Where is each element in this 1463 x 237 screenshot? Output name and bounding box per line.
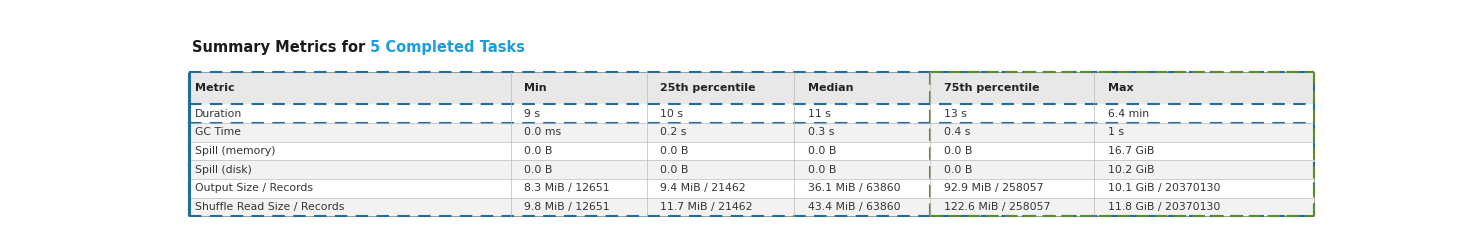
- Text: 8.3 MiB / 12651: 8.3 MiB / 12651: [524, 183, 610, 193]
- Text: 0.0 B: 0.0 B: [808, 165, 835, 175]
- Text: 16.7 GiB: 16.7 GiB: [1107, 146, 1154, 156]
- Text: 0.0 B: 0.0 B: [808, 146, 835, 156]
- Text: 0.3 s: 0.3 s: [808, 127, 834, 137]
- Text: Spill (disk): Spill (disk): [196, 165, 252, 175]
- Text: 10.1 GiB / 20370130: 10.1 GiB / 20370130: [1107, 183, 1220, 193]
- Text: 0.0 B: 0.0 B: [660, 165, 689, 175]
- Bar: [189, 179, 1314, 198]
- Text: Max: Max: [1107, 83, 1134, 93]
- Bar: [189, 123, 1314, 141]
- Text: Min: Min: [524, 83, 547, 93]
- Text: 9 s: 9 s: [524, 109, 540, 118]
- Text: 75th percentile: 75th percentile: [944, 83, 1039, 93]
- Text: 13 s: 13 s: [944, 109, 967, 118]
- Text: 10 s: 10 s: [660, 109, 683, 118]
- Text: Shuffle Read Size / Records: Shuffle Read Size / Records: [196, 202, 345, 212]
- Bar: [189, 72, 1314, 104]
- Text: 0.2 s: 0.2 s: [660, 127, 686, 137]
- Text: 0.0 ms: 0.0 ms: [524, 127, 562, 137]
- Text: 11.8 GiB / 20370130: 11.8 GiB / 20370130: [1107, 202, 1220, 212]
- Text: Spill (memory): Spill (memory): [196, 146, 277, 156]
- Text: Summary Metrics for: Summary Metrics for: [192, 40, 370, 55]
- Text: Output Size / Records: Output Size / Records: [196, 183, 313, 193]
- Text: 0.0 B: 0.0 B: [660, 146, 689, 156]
- Text: 6.4 min: 6.4 min: [1107, 109, 1150, 118]
- Bar: [189, 141, 1314, 160]
- Text: GC Time: GC Time: [196, 127, 241, 137]
- Text: 11 s: 11 s: [808, 109, 831, 118]
- Text: 5 Completed Tasks: 5 Completed Tasks: [370, 40, 525, 55]
- Text: 0.0 B: 0.0 B: [944, 165, 971, 175]
- Text: 122.6 MiB / 258057: 122.6 MiB / 258057: [944, 202, 1050, 212]
- Bar: [189, 198, 1314, 216]
- Text: Duration: Duration: [196, 109, 243, 118]
- Text: 25th percentile: 25th percentile: [660, 83, 756, 93]
- Bar: [189, 72, 1314, 216]
- Text: 0.0 B: 0.0 B: [524, 146, 553, 156]
- Text: 10.2 GiB: 10.2 GiB: [1107, 165, 1154, 175]
- Bar: [189, 160, 1314, 179]
- Text: 1 s: 1 s: [1107, 127, 1124, 137]
- Text: 36.1 MiB / 63860: 36.1 MiB / 63860: [808, 183, 900, 193]
- Text: 9.4 MiB / 21462: 9.4 MiB / 21462: [660, 183, 746, 193]
- Text: 0.0 B: 0.0 B: [524, 165, 553, 175]
- Text: 0.4 s: 0.4 s: [944, 127, 970, 137]
- Bar: [189, 104, 1314, 123]
- Text: 11.7 MiB / 21462: 11.7 MiB / 21462: [660, 202, 753, 212]
- Text: Metric: Metric: [196, 83, 236, 93]
- Text: 0.0 B: 0.0 B: [944, 146, 971, 156]
- Text: 92.9 MiB / 258057: 92.9 MiB / 258057: [944, 183, 1043, 193]
- Text: 9.8 MiB / 12651: 9.8 MiB / 12651: [524, 202, 610, 212]
- Text: Median: Median: [808, 83, 853, 93]
- Text: 43.4 MiB / 63860: 43.4 MiB / 63860: [808, 202, 900, 212]
